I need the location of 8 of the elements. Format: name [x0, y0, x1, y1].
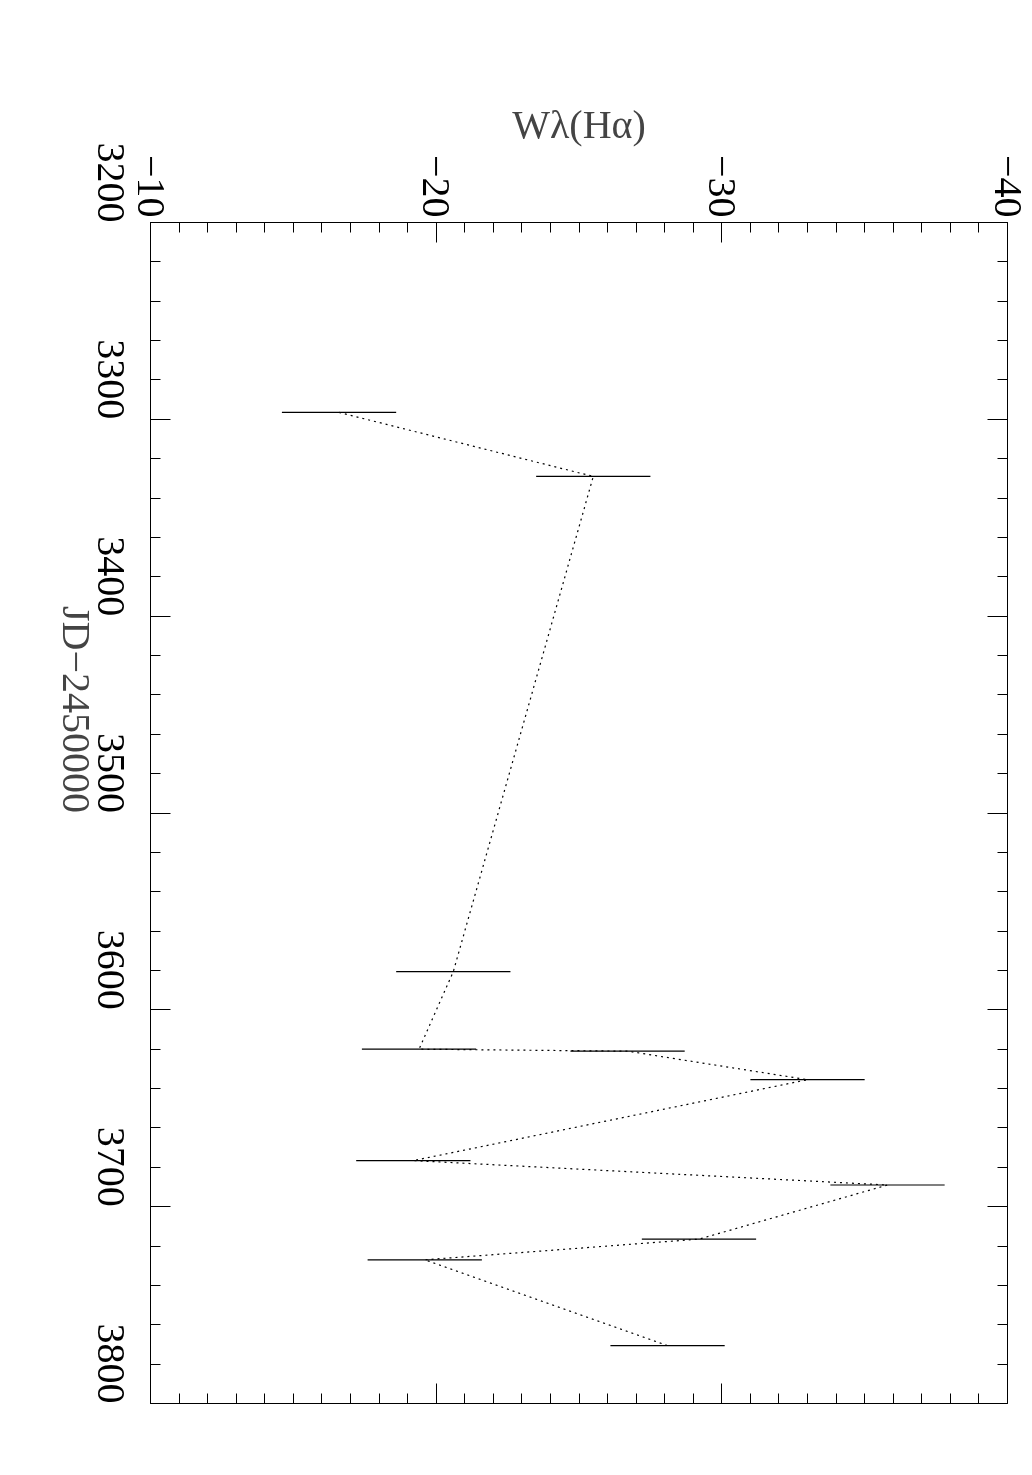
y-tick-label: 3800	[88, 1323, 134, 1404]
x-tick-label: −40	[985, 154, 1031, 218]
x-tick-label: −30	[699, 154, 745, 218]
y-tick-label: 3700	[88, 1126, 134, 1207]
x-axis-title: Wλ(Hα)	[512, 101, 646, 147]
x-tick-label: −20	[414, 154, 460, 218]
y-tick-label: 3300	[88, 339, 134, 420]
y-tick-label: 3600	[88, 929, 134, 1010]
